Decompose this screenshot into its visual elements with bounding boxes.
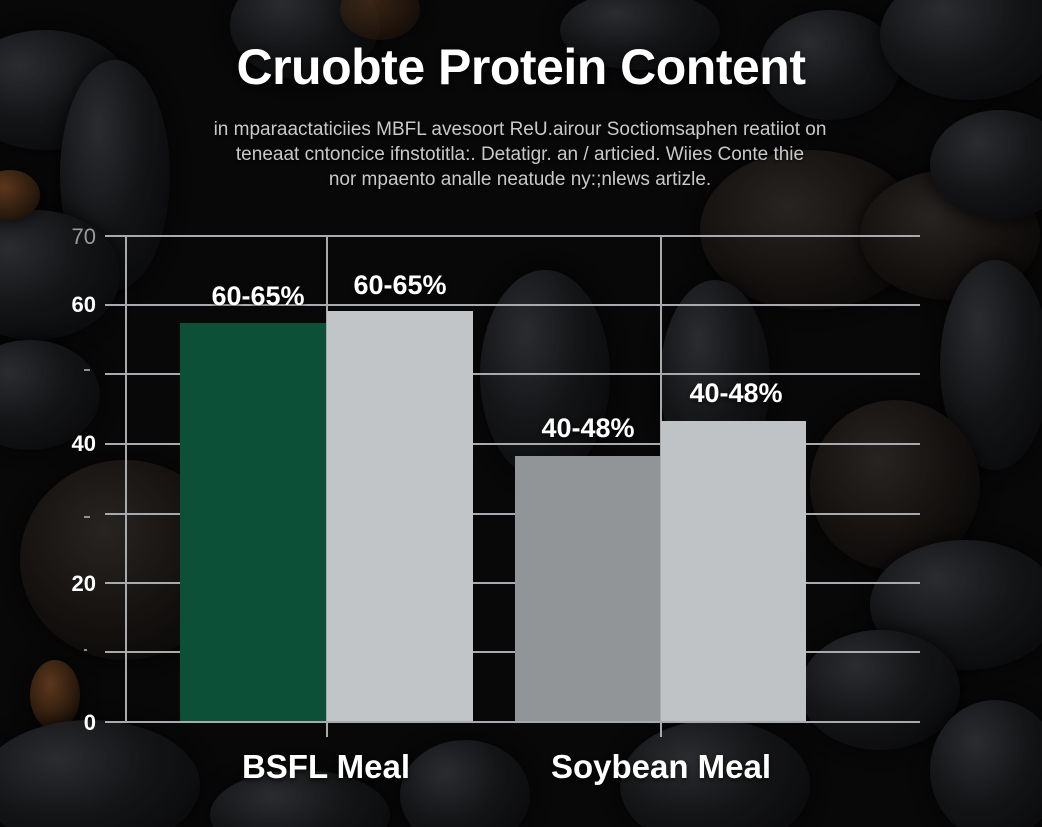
minor-tick-mark (84, 516, 90, 518)
bar-soybean-primary[interactable] (515, 456, 660, 721)
gridline-70 (105, 235, 920, 237)
y-axis-line (125, 235, 127, 723)
gridline-40 (105, 443, 920, 445)
gridline-20 (105, 582, 920, 584)
minor-tick-mark (84, 369, 90, 371)
chart-subtitle: in mparaactaticiies MBFL avesoort ReU.ai… (110, 117, 930, 192)
bar-bsfl-secondary[interactable] (327, 311, 473, 721)
y-tick-label: 40 (71, 431, 96, 456)
bar-value-label: 40-48% (541, 413, 635, 443)
bar-soybean-secondary[interactable] (661, 421, 806, 721)
gridline-50 (105, 373, 920, 375)
bar-bsfl-primary[interactable] (180, 323, 326, 721)
y-tick-label: 0 (83, 710, 96, 735)
subtitle-line: in mparaactaticiies MBFL avesoort ReU.ai… (213, 119, 827, 140)
bar-value-label: 40-48% (689, 378, 783, 408)
x-category-label: Soybean Meal (550, 748, 772, 785)
gridline-30 (105, 513, 920, 515)
chart-title: Cruobte Protein Content (236, 39, 806, 95)
bar-value-label: 60-65% (211, 281, 305, 311)
bar-value-label: 60-65% (353, 270, 447, 300)
x-axis-line (105, 721, 920, 723)
subtitle-line: teneaat cntoncice ifnstotitla:. Detatigr… (235, 144, 805, 165)
y-tick-label: 70 (71, 224, 96, 249)
y-tick-label: 20 (71, 571, 96, 596)
subtitle-line: nor mpaento analle neatude ny:;nlews art… (328, 169, 712, 190)
y-tick-label: 60 (71, 292, 96, 317)
minor-tick-mark (84, 649, 87, 651)
x-category-label: BSFL Meal (241, 748, 411, 785)
gridline-10 (105, 651, 920, 653)
gridline-60 (105, 304, 920, 306)
